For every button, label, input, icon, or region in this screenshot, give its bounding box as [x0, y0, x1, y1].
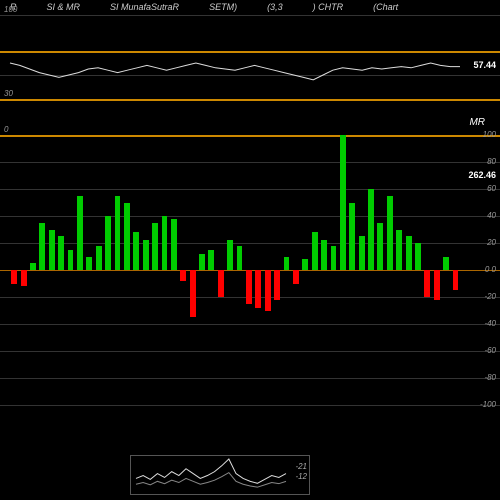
mr-bar	[415, 243, 421, 270]
mr-bar	[227, 240, 233, 270]
mini-label: -21	[295, 462, 307, 471]
mr-bar	[199, 254, 205, 270]
mr-bar	[312, 232, 318, 270]
mr-bar	[246, 270, 252, 304]
mr-bar	[218, 270, 224, 297]
mr-bar	[133, 232, 139, 270]
mr-bar	[434, 270, 440, 300]
rsi-line-chart: 10030057.44	[0, 15, 500, 135]
header-item: ) CHTR	[313, 2, 344, 13]
mini-label: -12	[295, 472, 307, 481]
axis-label: 20	[487, 238, 496, 247]
axis-label: 60	[487, 184, 496, 193]
axis-label: -80	[484, 373, 496, 382]
mr-bar	[424, 270, 430, 297]
mr-bar	[86, 257, 92, 271]
mr-bar	[284, 257, 290, 271]
mr-bar	[39, 223, 45, 270]
mr-bar	[265, 270, 271, 311]
mr-bar	[171, 219, 177, 270]
mr-bar	[152, 223, 158, 270]
mr-bar	[162, 216, 168, 270]
axis-label: 100	[483, 130, 496, 139]
mr-bar	[443, 257, 449, 271]
header-item: SETM)	[209, 2, 237, 13]
mr-bar-chart: 100806040200 0-20-40-60-80-100MR262.46	[0, 135, 500, 405]
current-value-marker: 57.44	[471, 60, 498, 70]
axis-label: -40	[484, 319, 496, 328]
mr-bar	[377, 223, 383, 270]
mr-bar	[406, 236, 412, 270]
mr-bar	[58, 236, 64, 270]
mr-bar	[331, 246, 337, 270]
mr-bar	[274, 270, 280, 300]
mr-bar	[321, 240, 327, 270]
mr-bar	[208, 250, 214, 270]
header-item: (3,3	[267, 2, 283, 13]
mr-bar	[453, 270, 459, 290]
mr-bar	[340, 135, 346, 270]
mr-bar	[30, 263, 36, 270]
mr-bar	[180, 270, 186, 281]
axis-label: 0 0	[485, 265, 496, 274]
header-item: SI & MR	[47, 2, 81, 13]
mr-bar	[359, 236, 365, 270]
mr-bar	[237, 246, 243, 270]
axis-label: -60	[484, 346, 496, 355]
mr-bar	[77, 196, 83, 270]
mr-bar	[190, 270, 196, 317]
mini-summary-chart: -21-12	[130, 455, 310, 495]
axis-label: 100	[4, 5, 17, 14]
header-item: (Chart	[373, 2, 398, 13]
mr-bar	[349, 203, 355, 271]
mr-bar	[105, 216, 111, 270]
mr-bar	[387, 196, 393, 270]
mr-bar	[143, 240, 149, 270]
header-item: SI MunafaSutraR	[110, 2, 179, 13]
mr-label: MR	[469, 117, 485, 128]
chart-header: R SI & MR SI MunafaSutraR SETM) (3,3 ) C…	[0, 0, 500, 15]
mr-bar	[368, 189, 374, 270]
axis-label: 80	[487, 157, 496, 166]
bar-value-marker: 262.46	[466, 170, 498, 180]
mr-bar	[115, 196, 121, 270]
mr-bar	[11, 270, 17, 284]
mr-bar	[21, 270, 27, 286]
axis-label: -20	[484, 292, 496, 301]
mr-bar	[293, 270, 299, 284]
axis-label: -100	[480, 400, 496, 409]
mr-bar	[396, 230, 402, 271]
mr-bar	[68, 250, 74, 270]
mr-bar	[124, 203, 130, 271]
mr-bar	[302, 259, 308, 270]
axis-label: 40	[487, 211, 496, 220]
mr-bar	[96, 246, 102, 270]
mr-bar	[49, 230, 55, 271]
mr-bar	[255, 270, 261, 308]
